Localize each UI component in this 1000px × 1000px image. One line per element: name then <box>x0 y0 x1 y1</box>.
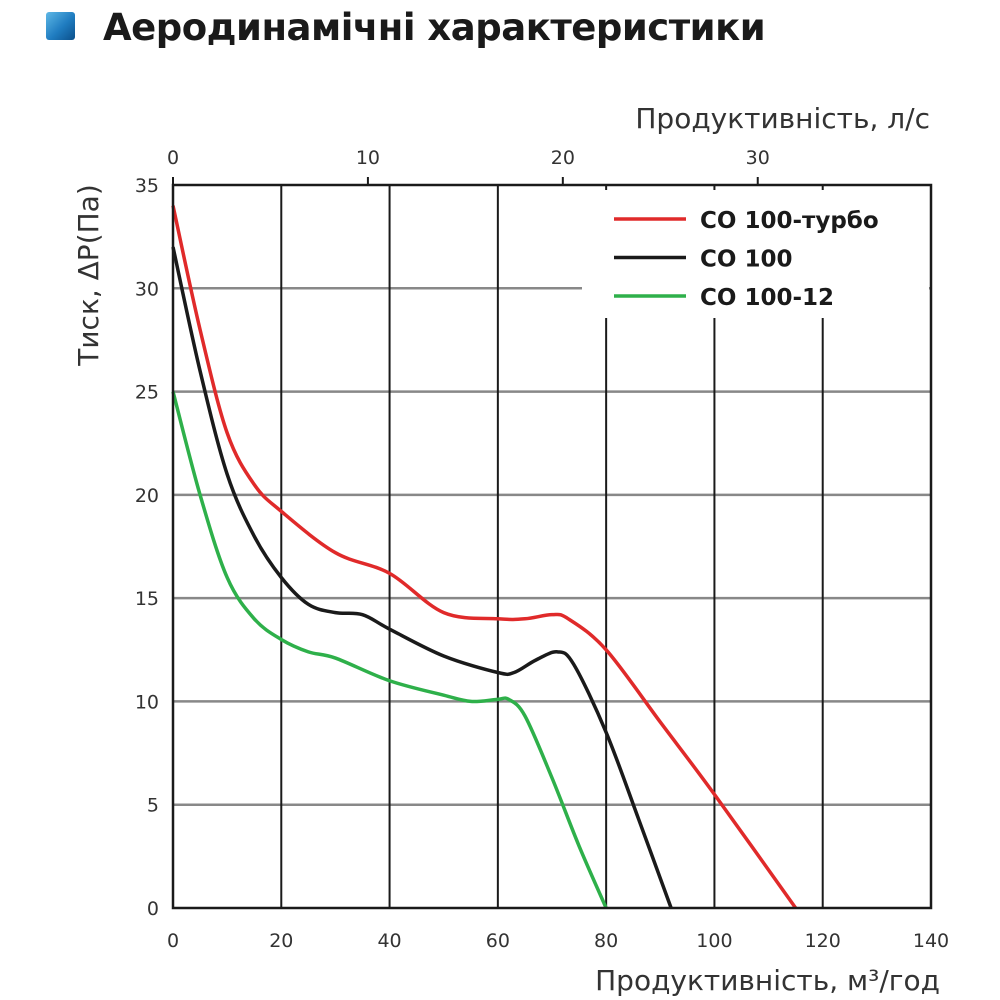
legend: СО 100-турбо СО 100 СО 100-12 <box>614 208 879 311</box>
curves <box>171 205 798 910</box>
top-tick-label: 20 <box>551 147 575 169</box>
x-tick-label: 100 <box>696 930 732 952</box>
x-tick-label: 0 <box>167 930 179 952</box>
top-tick-label: 30 <box>746 147 770 169</box>
x-tick-label: 40 <box>377 930 401 952</box>
grid <box>173 185 931 908</box>
y-tick-label: 25 <box>135 382 159 404</box>
x-tick-label: 140 <box>913 930 949 952</box>
x-tick-label: 20 <box>269 930 293 952</box>
x-tick-label: 120 <box>805 930 841 952</box>
y-tick-label: 10 <box>135 691 159 713</box>
x-tick-label: 80 <box>594 930 618 952</box>
x-axis-label: Продуктивність, м³/год <box>595 964 940 997</box>
page-title: Аеродинамічні характеристики <box>103 6 766 49</box>
top-axis-label: Продуктивність, л/с <box>635 102 930 135</box>
x-tick-label: 60 <box>486 930 510 952</box>
y-tick-label: 5 <box>147 795 159 817</box>
series-line-0 <box>171 205 798 910</box>
series-line-1 <box>171 246 673 909</box>
legend-label-0: СО 100-турбо <box>700 208 879 234</box>
y-tick-label: 15 <box>135 588 159 610</box>
legend-label-1: СО 100 <box>700 247 792 273</box>
blue-square-icon <box>46 12 75 40</box>
top-tick-label: 10 <box>356 147 380 169</box>
y-tick-label: 0 <box>147 898 159 920</box>
y-axis-label: Тиск, ΔP(Па) <box>72 184 105 367</box>
y-tick-label: 20 <box>135 485 159 507</box>
legend-label-2: СО 100-12 <box>700 285 834 311</box>
tick-labels: 0 5 10 15 20 25 30 35 0 20 40 60 80 100 120 140 0 10 20 30 <box>135 147 949 952</box>
series-line-2 <box>171 391 608 909</box>
y-tick-label: 35 <box>135 175 159 197</box>
top-tick-label: 0 <box>167 147 179 169</box>
y-tick-label: 30 <box>135 278 159 300</box>
plot-frame <box>171 183 933 910</box>
